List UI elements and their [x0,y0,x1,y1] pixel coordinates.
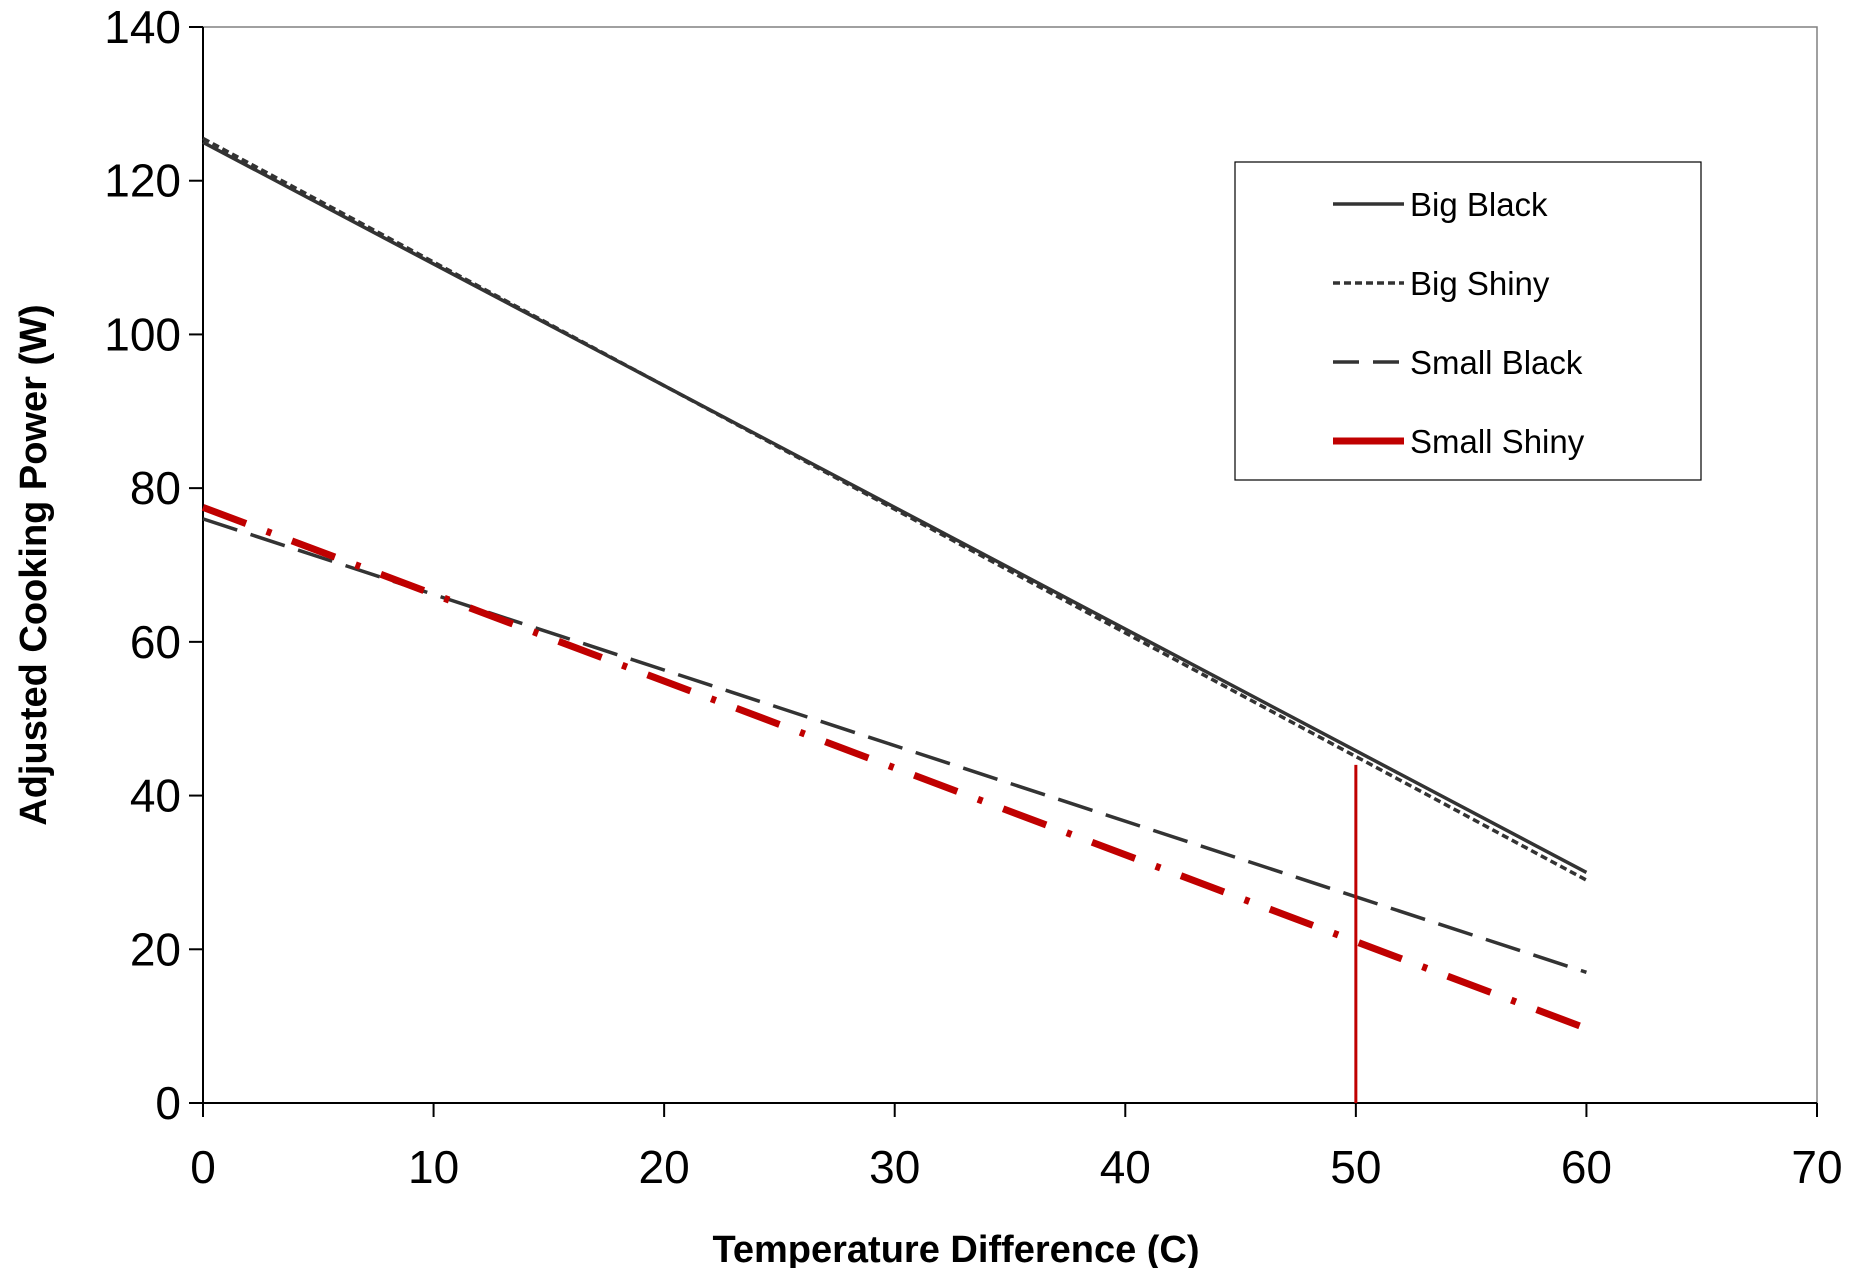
x-axis-title: Temperature Difference (C) [712,1229,1199,1268]
y-tick-label: 140 [104,1,181,53]
legend-label: Small Shiny [1410,423,1585,460]
x-tick-label: 70 [1791,1141,1842,1193]
series-line-big-shiny [202,136,1588,882]
x-axis: 0 10 20 30 40 50 60 70 [190,1103,1843,1193]
legend-label: Big Black [1410,186,1548,223]
x-tick-label: 30 [869,1141,920,1193]
legend-box [1234,161,1702,481]
legend-label: Small Black [1410,344,1583,381]
y-tick-label: 120 [104,155,181,207]
x-tick-label: 0 [190,1141,216,1193]
y-tick-label: 40 [130,770,181,822]
y-tick-label: 0 [155,1077,181,1129]
legend: Big Black Big Shiny Small Black Small Shiny [1234,161,1702,481]
x-tick-label: 10 [408,1141,459,1193]
y-tick-label: 80 [130,462,181,514]
x-tick-label: 60 [1561,1141,1612,1193]
y-tick-label: 100 [104,308,181,360]
y-axis-title: Adjusted Cooking Power (W) [13,304,55,825]
legend-label: Big Shiny [1410,265,1550,302]
x-tick-label: 20 [639,1141,690,1193]
y-axis: 0 20 40 60 80 100 120 140 [104,1,203,1129]
x-tick-label: 50 [1330,1141,1381,1193]
legend-items: Big Black Big Shiny Small Black Small Shiny [1333,186,1585,460]
y-tick-label: 60 [130,616,181,668]
y-tick-label: 20 [130,923,181,975]
x-tick-label: 40 [1100,1141,1151,1193]
